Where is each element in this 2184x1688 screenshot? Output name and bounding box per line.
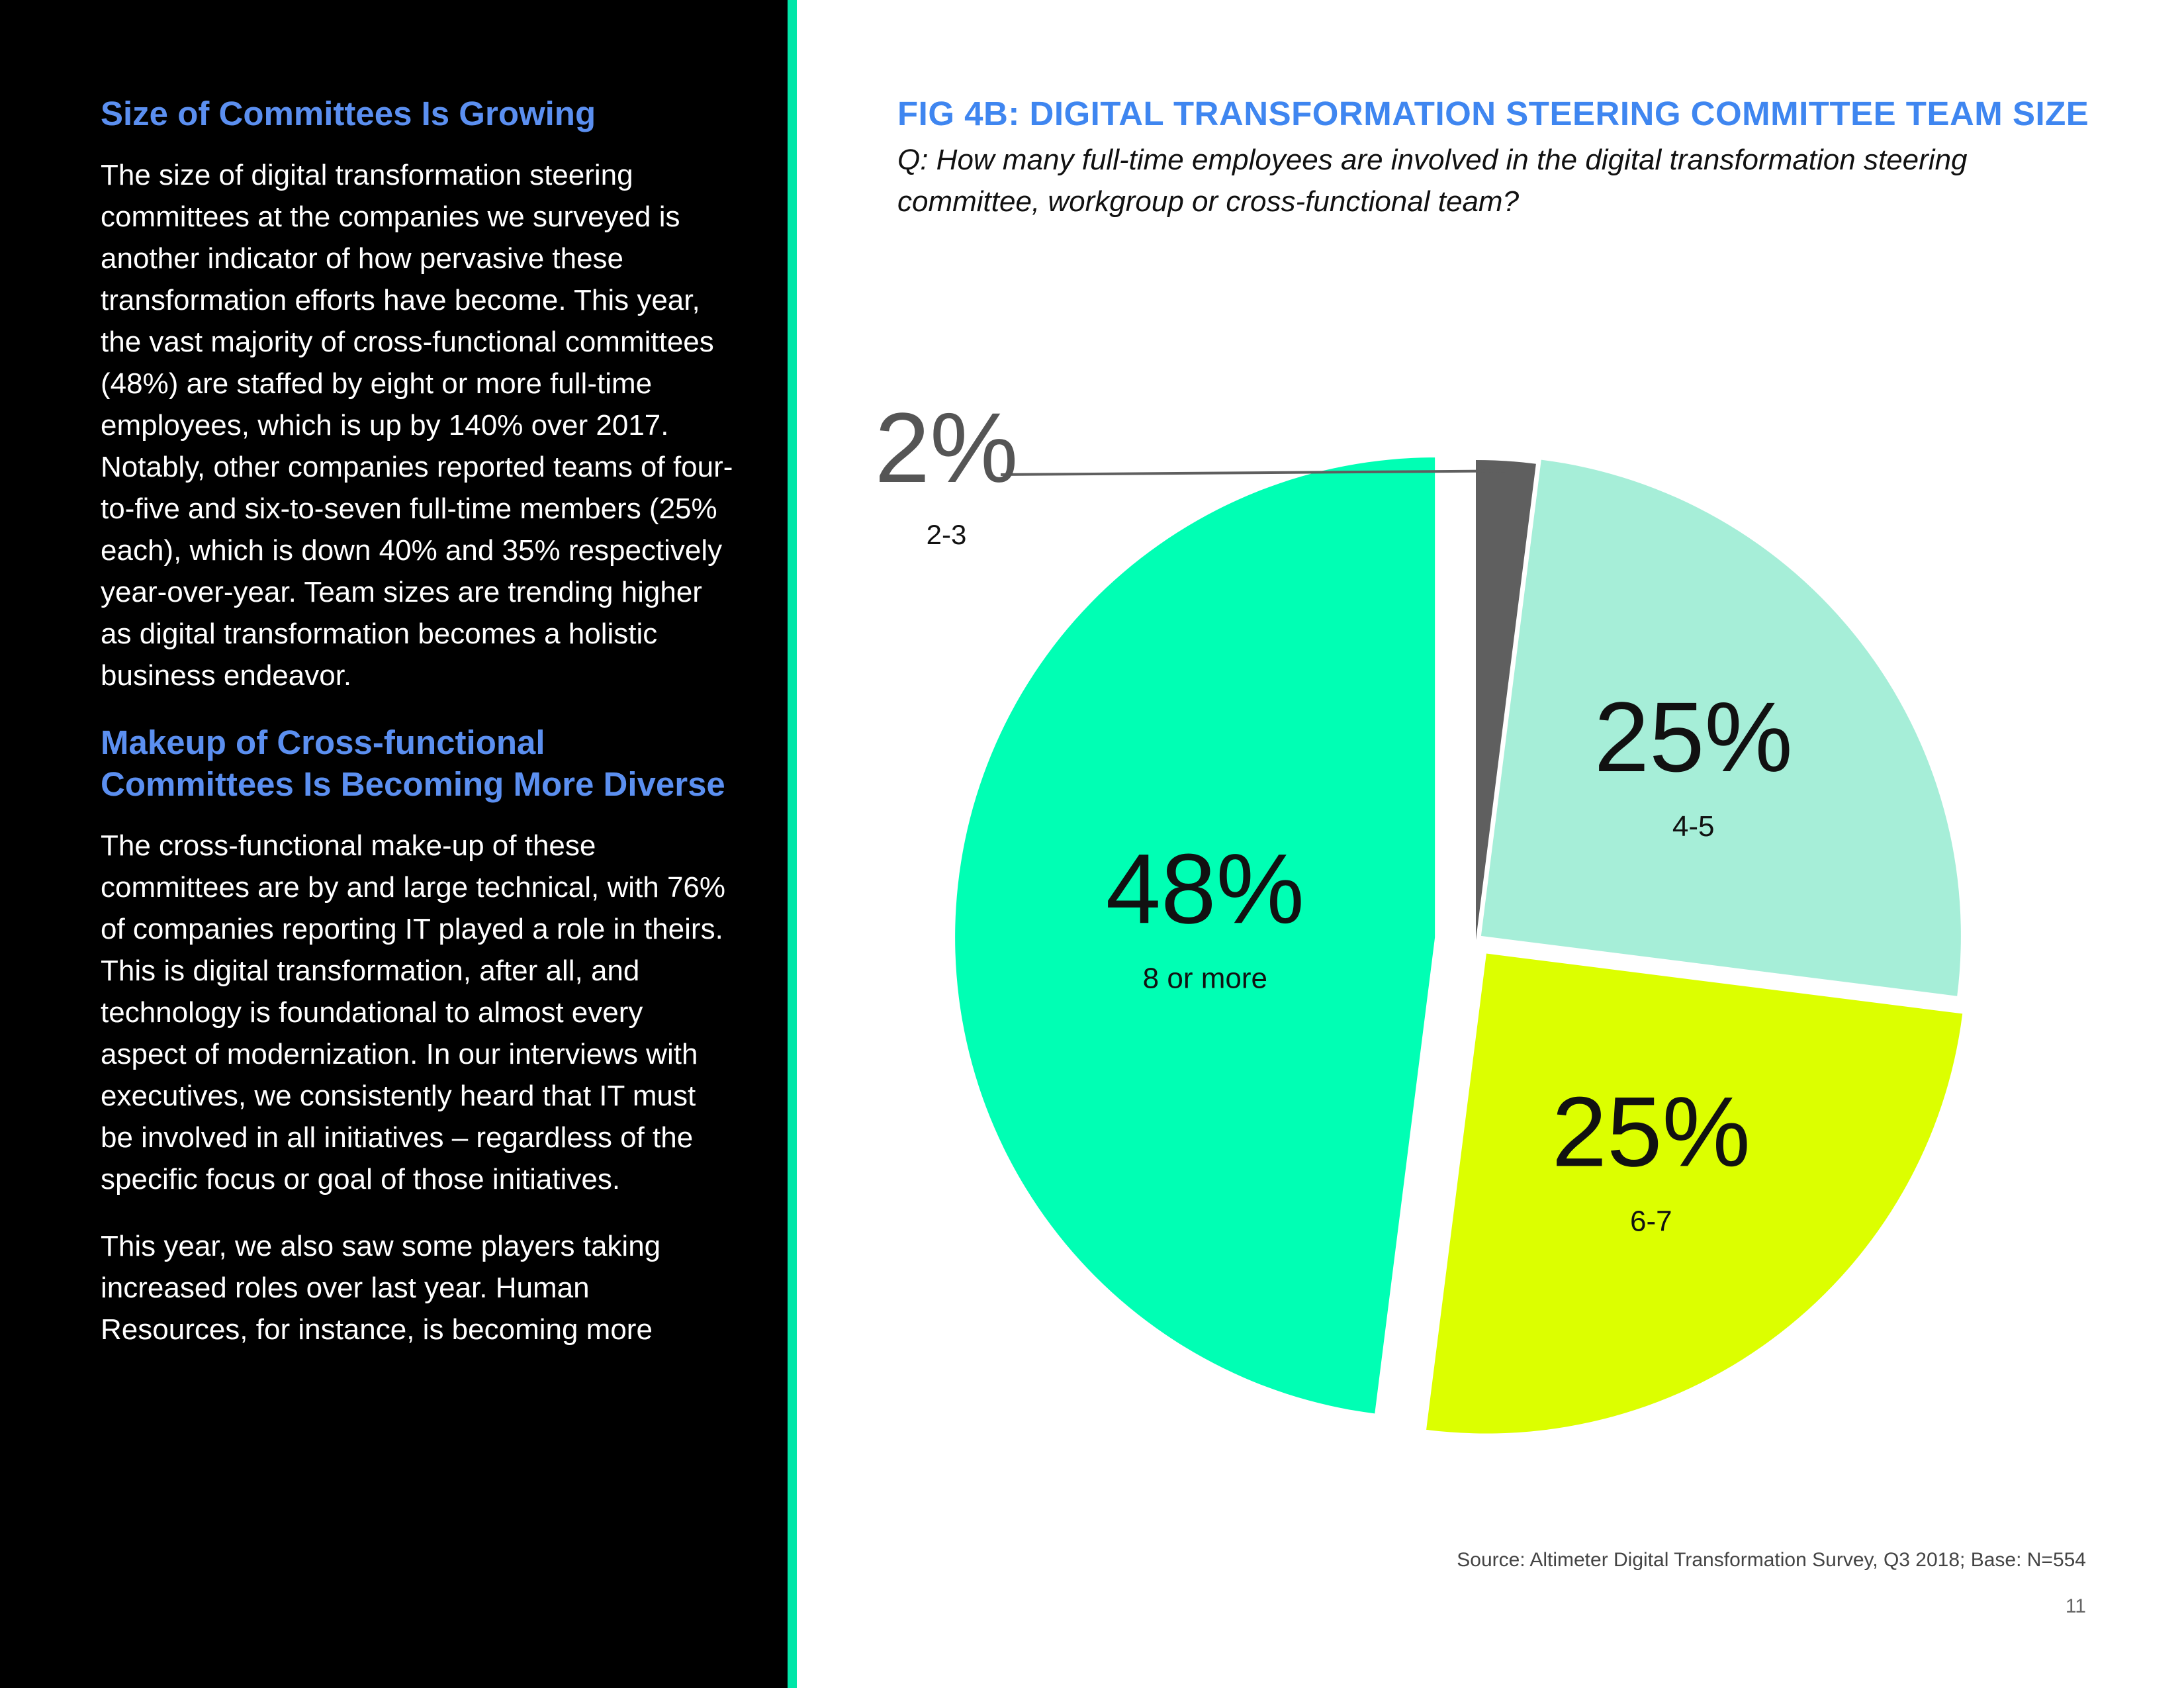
- paragraph-makeup: The cross-functional make-up of these co…: [101, 829, 726, 1196]
- paragraph-committee-size: The size of digital transformation steer…: [101, 159, 733, 692]
- section-heading-makeup: Makeup of Cross-functional Committees Is…: [101, 724, 725, 803]
- pie-slice-6-7: [1426, 953, 1963, 1434]
- source-note: Source: Altimeter Digital Transformation…: [1457, 1549, 2086, 1571]
- divider-bar: [788, 0, 797, 1688]
- pie-slice-4-5: [1480, 459, 1961, 996]
- left-column: Size of Committees Is Growing The size o…: [101, 93, 736, 1376]
- category-label-4-5: 4-5: [1672, 810, 1715, 843]
- value-label-2-3: 2%: [875, 392, 1019, 503]
- value-label-6-7: 25%: [1552, 1076, 1751, 1187]
- section-heading-committee-size: Size of Committees Is Growing: [101, 95, 596, 132]
- category-label-2-3: 2-3: [927, 519, 967, 550]
- paragraph-increased-roles: This year, we also saw some players taki…: [101, 1230, 661, 1346]
- pie-slice-2-3: [1476, 460, 1536, 940]
- category-label-6-7: 6-7: [1630, 1205, 1672, 1237]
- callout-line-2-3: [1000, 469, 1506, 476]
- figure-title: FIG 4B: DIGITAL TRANSFORMATION STEERING …: [897, 95, 2089, 132]
- value-label-8-or-more: 48%: [1106, 833, 1304, 944]
- pie-chart: 2% 2-3 25% 4-5 25% 6-7 48% 8 or more: [875, 392, 1963, 1434]
- left-panel: [0, 0, 788, 1688]
- page-number: 11: [2065, 1595, 2086, 1617]
- value-label-4-5: 25%: [1594, 681, 1793, 792]
- figure-question: Q: How many full-time employees are invo…: [897, 144, 1968, 218]
- pie-slice-8-or-more: [955, 457, 1435, 1414]
- category-label-8-or-more: 8 or more: [1143, 962, 1267, 994]
